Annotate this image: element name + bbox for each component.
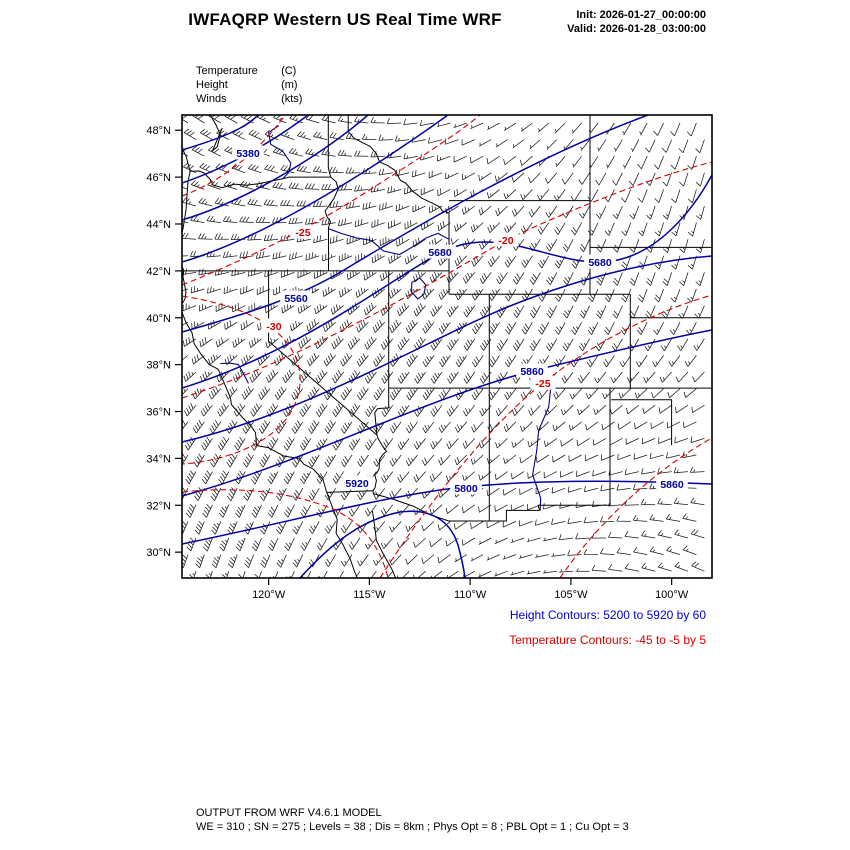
temperature-contour bbox=[379, 294, 712, 578]
x-axis-label: 100°W bbox=[655, 589, 689, 601]
height-contour bbox=[182, 255, 712, 443]
y-axis-label: 40°N bbox=[146, 313, 171, 325]
height-contour bbox=[182, 115, 649, 333]
y-axis-label: 44°N bbox=[146, 219, 171, 231]
legend-temperature: Temperature (C) bbox=[196, 64, 302, 78]
temperature-contour bbox=[182, 115, 286, 197]
init-time: Init: 2026-01-27_00:00:00 bbox=[576, 9, 706, 21]
temperature-contour bbox=[182, 115, 481, 286]
temperature-contour-note: Temperature Contours: -45 to -5 by 5 bbox=[509, 633, 706, 647]
x-axis-label: 110°W bbox=[454, 589, 487, 601]
contour-label: -30 bbox=[266, 321, 281, 333]
height-contour bbox=[182, 480, 712, 545]
height-contour-note: Height Contours: 5200 to 5920 by 60 bbox=[509, 608, 706, 622]
plot-title: IWFAQRP Western US Real Time WRF bbox=[188, 10, 502, 29]
field-legend: Temperature (C) Height (m) Winds (kts) bbox=[196, 64, 302, 106]
height-contour bbox=[182, 329, 712, 497]
model-info-line2: WE = 310 ; SN = 275 ; Levels = 38 ; Dis … bbox=[196, 821, 629, 833]
map-border bbox=[181, 114, 713, 579]
axis-ticks: 48°N 46°N 44°N 42°N 40°N 38°N 36°N 34°N 32°N 30°N… bbox=[146, 125, 688, 601]
y-axis-label: 42°N bbox=[146, 266, 171, 278]
y-axis-label: 36°N bbox=[146, 407, 171, 419]
x-axis-label: 105°W bbox=[554, 589, 588, 601]
contour-label: 5680 bbox=[428, 247, 452, 259]
legend-height-unit: (m) bbox=[281, 79, 298, 91]
contour-label: 5860 bbox=[520, 366, 544, 378]
temperature-contour bbox=[182, 295, 301, 465]
y-axis-label: 34°N bbox=[146, 453, 171, 465]
temperature-contour bbox=[182, 161, 712, 399]
contour-label: -25 bbox=[295, 227, 310, 239]
y-axis-label: 46°N bbox=[146, 172, 171, 184]
valid-time: Valid: 2026-01-28_03:00:00 bbox=[567, 23, 706, 35]
y-axis-label: 38°N bbox=[146, 360, 171, 372]
legend-height-name: Height bbox=[196, 79, 228, 91]
contour-label: 5380 bbox=[236, 148, 260, 160]
temperature-contour bbox=[559, 437, 712, 578]
x-axis-label: 115°W bbox=[353, 589, 386, 601]
height-contour-lines bbox=[182, 115, 712, 578]
legend-winds-unit: (kts) bbox=[281, 93, 303, 105]
contour-label: 5680 bbox=[588, 257, 612, 269]
legend-temperature-unit: (C) bbox=[281, 65, 297, 77]
y-axis-label: 30°N bbox=[146, 547, 171, 559]
height-contour bbox=[299, 510, 466, 578]
legend-winds-name: Winds bbox=[196, 93, 227, 105]
legend-winds: Winds (kts) bbox=[196, 92, 302, 106]
legend-height: Height (m) bbox=[196, 78, 302, 92]
time-block: Init: 2026-01-27_00:00:00 Valid: 2026-01… bbox=[470, 8, 706, 36]
y-axis-label: 48°N bbox=[146, 125, 171, 137]
x-axis-label: 120°W bbox=[252, 589, 286, 601]
y-axis-label: 32°N bbox=[146, 500, 171, 512]
state-borders bbox=[182, 115, 712, 578]
contour-label: -20 bbox=[498, 235, 513, 247]
contour-label: 5920 bbox=[345, 478, 369, 490]
model-info-line1: OUTPUT FROM WRF V4.6.1 MODEL bbox=[196, 807, 382, 819]
height-contour bbox=[182, 115, 259, 151]
contour-label: 5560 bbox=[284, 293, 308, 305]
height-contour bbox=[182, 115, 449, 263]
contour-label: -25 bbox=[535, 378, 550, 390]
contour-label: 5860 bbox=[660, 479, 684, 491]
temperature-contour bbox=[182, 489, 389, 578]
height-contour bbox=[182, 115, 369, 221]
height-contour bbox=[182, 174, 712, 389]
contour-label: 5800 bbox=[454, 483, 478, 495]
legend-temperature-name: Temperature bbox=[196, 65, 258, 77]
model-info: OUTPUT FROM WRF V4.6.1 MODEL WE = 310 ; … bbox=[196, 806, 629, 834]
